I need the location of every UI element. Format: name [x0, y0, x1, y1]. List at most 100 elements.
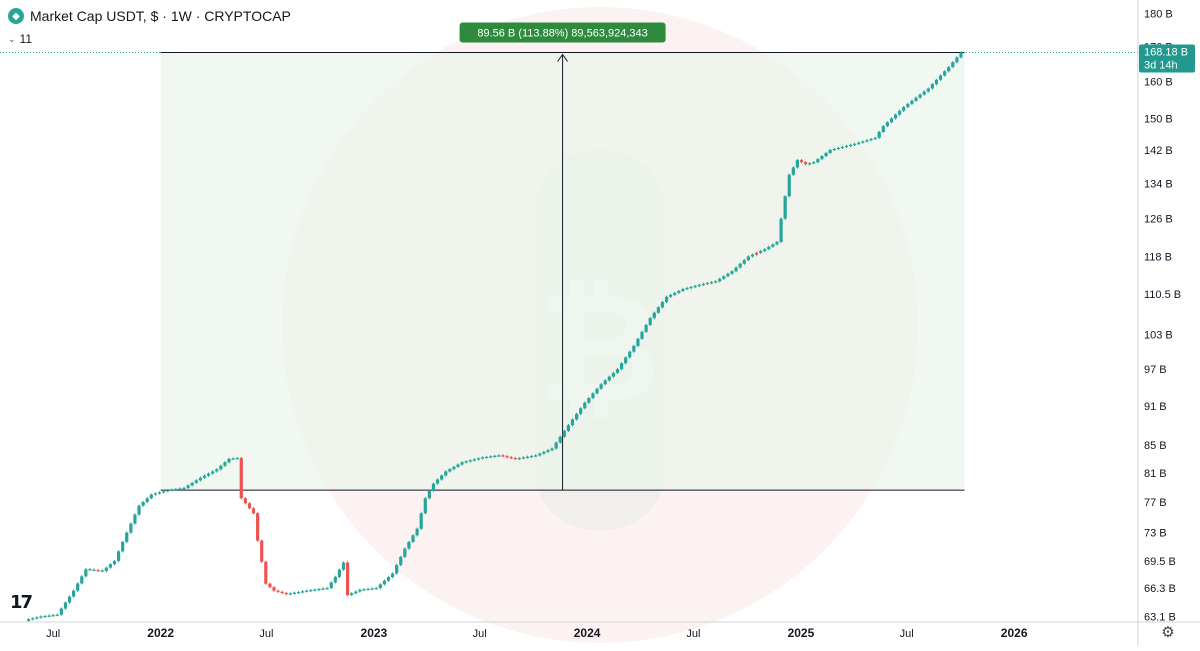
candle-body: [906, 103, 910, 107]
candle-body: [759, 250, 763, 253]
y-tick-label: 118 B: [1144, 251, 1172, 263]
candle-body: [460, 462, 464, 465]
candle-body: [390, 573, 395, 578]
candle-body: [579, 408, 583, 414]
x-axis-labels: Jul 2022 Jul 2023 Jul 2024 Jul 2025 Jul 2026: [46, 626, 1028, 640]
candle-body: [509, 457, 513, 459]
price-badge-value: 168.18 B: [1144, 47, 1188, 59]
candle-body: [697, 284, 701, 287]
indicator-toggle[interactable]: ⌄ 11: [8, 31, 32, 47]
candle-body: [272, 587, 276, 591]
candle-body: [677, 290, 681, 293]
candle-body: [853, 143, 857, 146]
candle-body: [317, 589, 321, 591]
candle-body: [104, 567, 108, 571]
x-tick-label: Jul: [900, 628, 914, 640]
candle-body: [116, 551, 121, 561]
candle-body: [407, 541, 411, 549]
candle-body: [959, 52, 963, 58]
candle-body: [337, 569, 342, 577]
candle-body: [92, 569, 96, 571]
candle-body: [452, 466, 456, 470]
candle-body: [848, 144, 853, 147]
candle-body: [869, 139, 873, 141]
y-tick-label: 81 B: [1144, 468, 1167, 480]
candle-body: [395, 565, 399, 574]
candle-body: [431, 483, 436, 491]
candle-body: [112, 560, 117, 565]
candle-body: [84, 569, 88, 577]
candle-body: [574, 413, 579, 420]
candle-body: [243, 498, 247, 504]
candle-body: [861, 141, 865, 143]
x-tick-label: 2023: [361, 626, 388, 640]
candle-body: [701, 283, 705, 286]
candle-body: [824, 152, 828, 157]
candle-body: [599, 384, 603, 389]
candle-body: [341, 562, 346, 570]
candle-body: [705, 283, 710, 285]
candle-body: [652, 312, 656, 319]
candle-body: [803, 162, 808, 165]
candle-body: [530, 456, 534, 458]
candle-body: [799, 160, 804, 163]
candle-body: [685, 287, 689, 290]
candle-body: [538, 453, 542, 456]
x-tick-label: 2026: [1001, 626, 1028, 640]
candle-body: [125, 532, 129, 542]
candle-body: [791, 167, 795, 175]
price-badge: 168.18 B 3d 14h: [1139, 44, 1195, 73]
candle-body: [546, 450, 550, 452]
candle-body: [399, 556, 403, 566]
candle-body: [787, 174, 791, 197]
candle-body: [955, 57, 959, 63]
candle-body: [771, 244, 775, 247]
candle-body: [873, 137, 877, 140]
candle-body: [178, 488, 182, 490]
candle-body: [476, 458, 481, 460]
candle-body: [816, 159, 820, 163]
candle-body: [468, 460, 472, 462]
y-tick-label: 180 B: [1144, 9, 1173, 21]
tether-diamond-icon: ◆: [8, 8, 24, 24]
candle-body: [820, 156, 824, 160]
candle-body: [427, 490, 431, 499]
x-tick-label: Jul: [686, 628, 700, 640]
candle-body: [321, 588, 325, 590]
candle-body: [166, 490, 170, 492]
y-tick-label: 85 B: [1144, 440, 1167, 452]
candle-body: [681, 289, 685, 291]
candle-body: [624, 357, 628, 364]
tradingview-logo[interactable]: 17: [10, 592, 33, 613]
candle-body: [121, 541, 125, 552]
candle-body: [550, 448, 554, 451]
candle-body: [775, 241, 779, 245]
candle-body: [885, 122, 889, 127]
chart-header[interactable]: ◆ Market Cap USDT, $ · 1W · CRYPTOCAP: [8, 6, 291, 26]
candle-body: [251, 508, 256, 514]
x-tick-label: 2022: [147, 626, 174, 640]
candle-body: [141, 501, 145, 506]
candle-body: [456, 464, 460, 467]
candle-body: [947, 67, 951, 72]
candle-body: [795, 160, 800, 168]
candle-body: [673, 292, 677, 295]
candle-body: [562, 430, 566, 437]
candle-body: [497, 455, 501, 457]
candle-body: [198, 477, 202, 481]
candle-body: [738, 263, 742, 268]
candle-body: [47, 615, 51, 617]
candle-body: [865, 140, 869, 142]
candle-body: [423, 498, 427, 514]
candle-body: [137, 505, 141, 515]
candle-body: [828, 149, 832, 153]
candle-body: [525, 456, 530, 458]
candle-body: [157, 492, 162, 494]
candle-body: [587, 398, 591, 403]
candle-body: [88, 569, 92, 571]
candle-body: [930, 84, 934, 89]
settings-gear-icon[interactable]: ⚙: [1161, 623, 1175, 641]
candle-body: [558, 436, 562, 443]
candle-body: [734, 267, 738, 272]
